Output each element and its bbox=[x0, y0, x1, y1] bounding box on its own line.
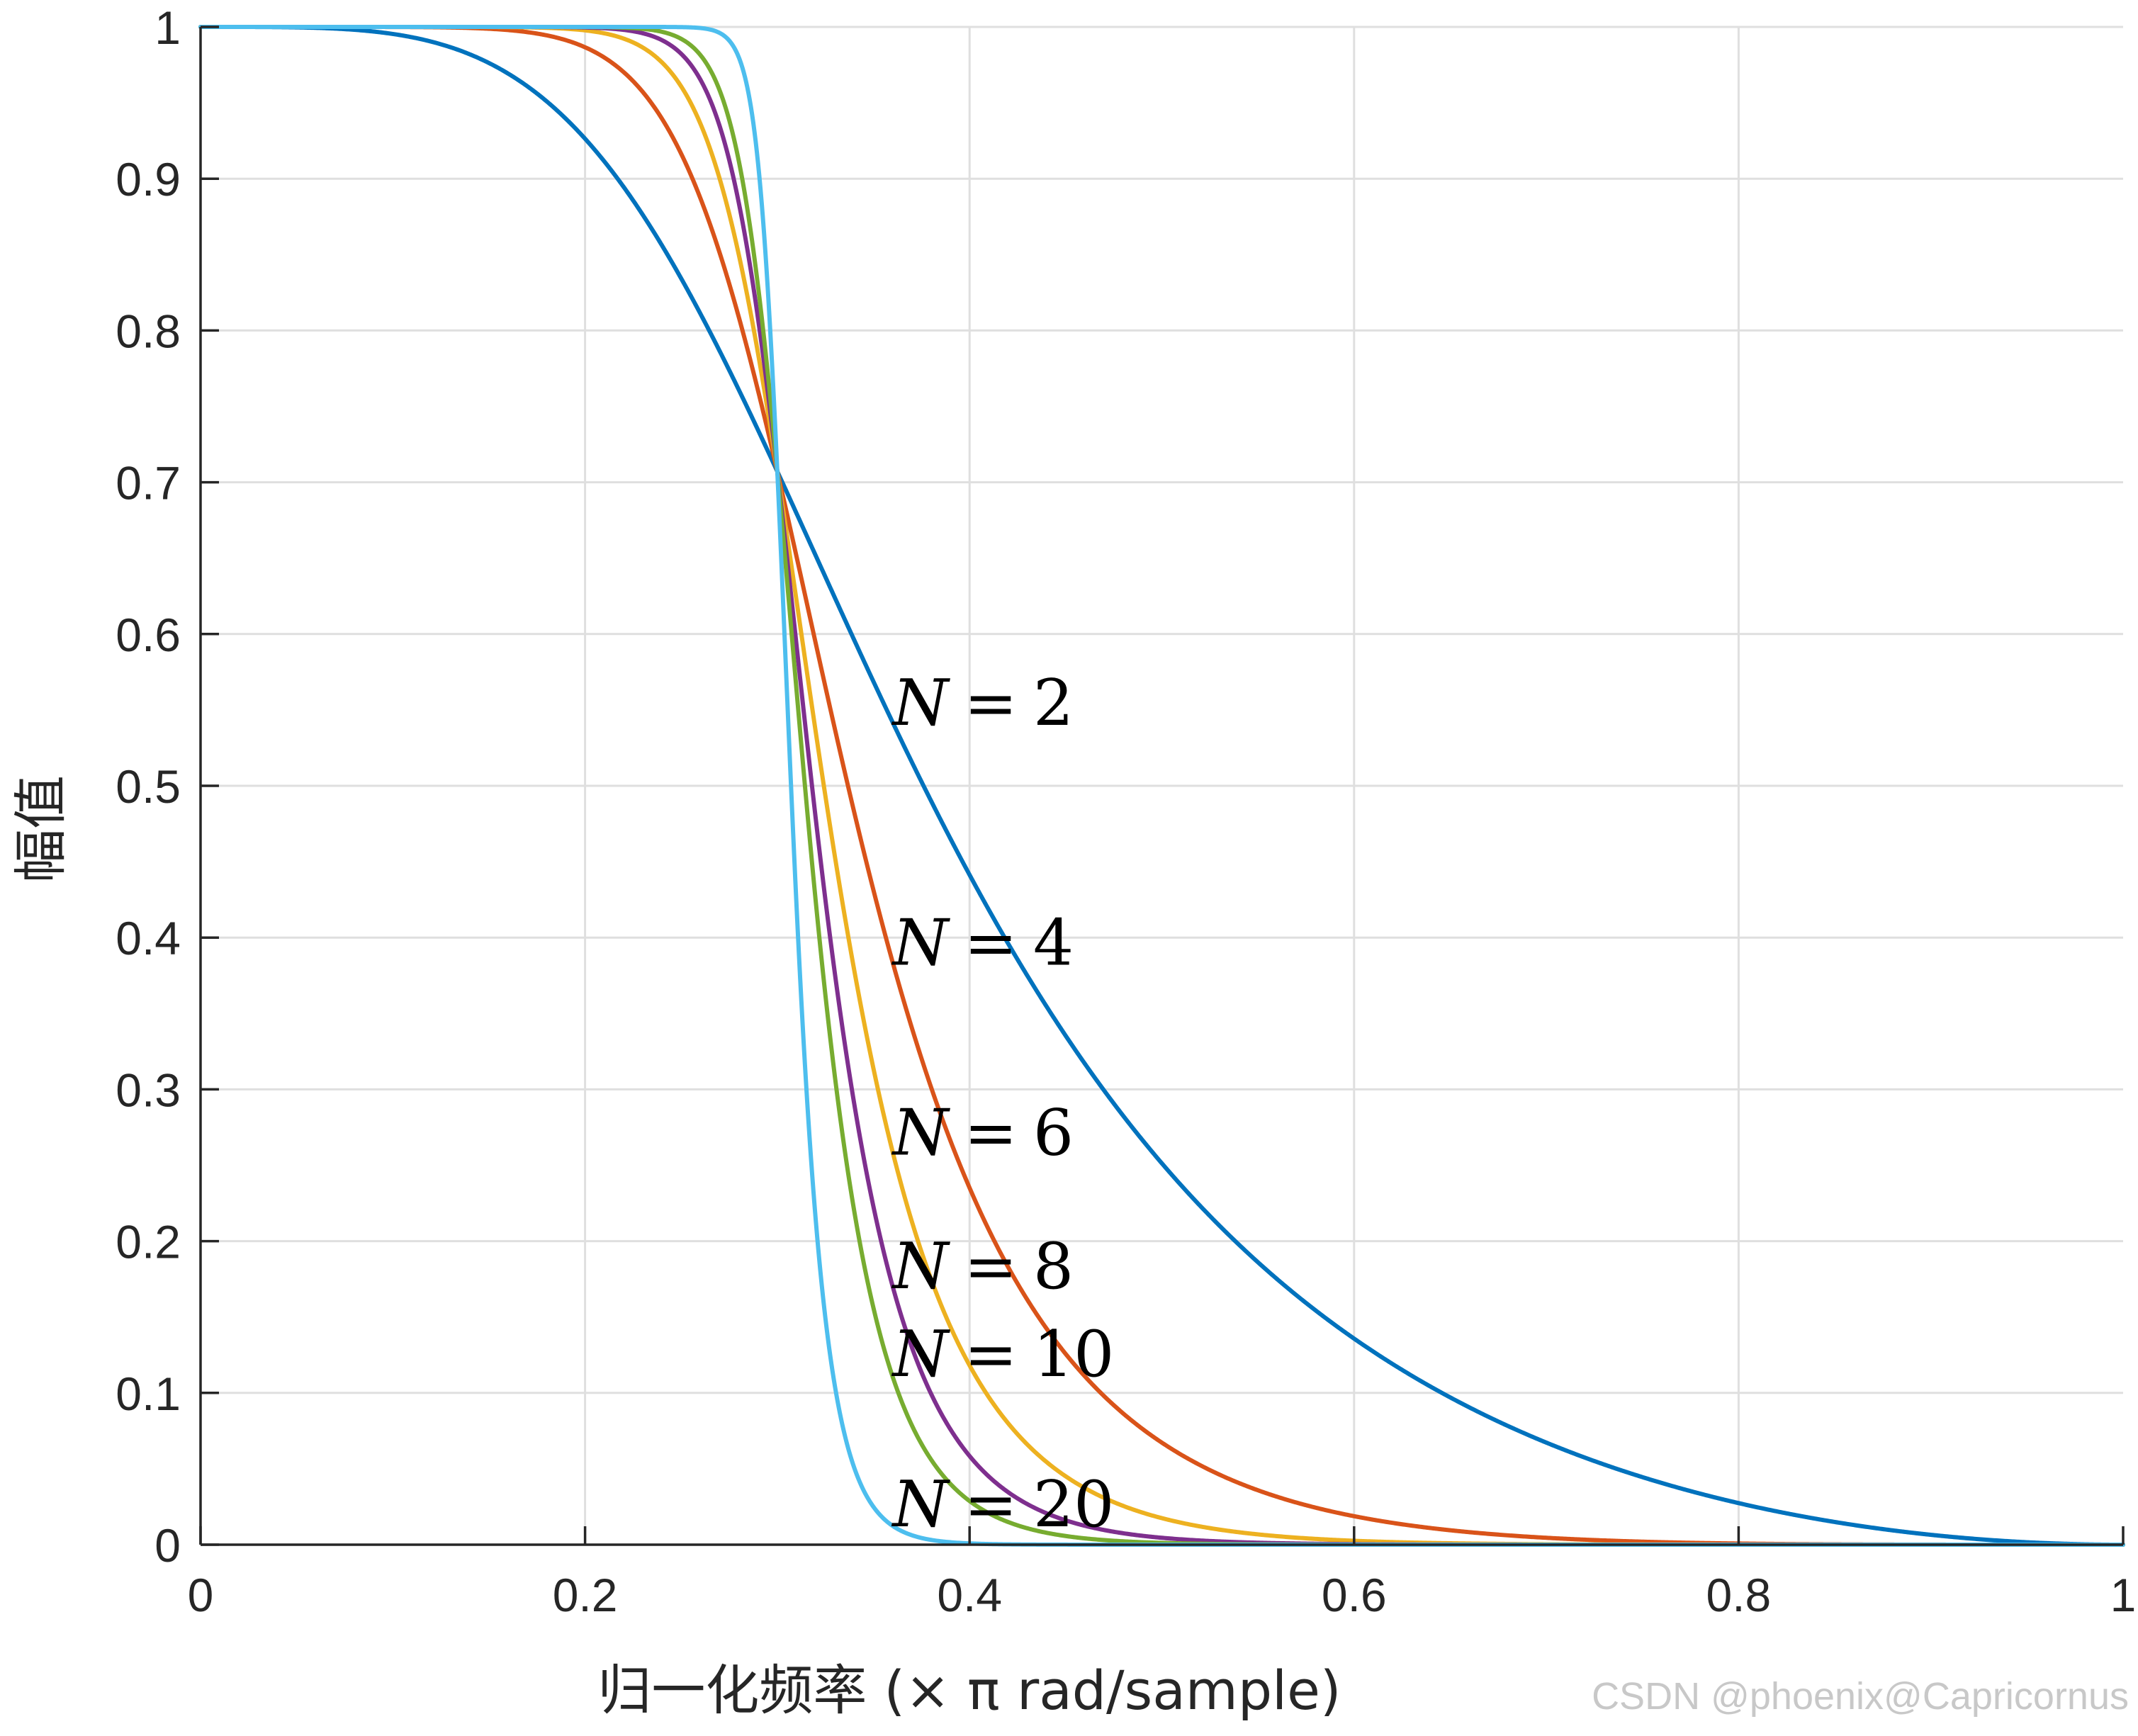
x-tick-label: 0 bbox=[188, 1569, 214, 1621]
y-axis-label: 幅值 bbox=[9, 775, 72, 883]
x-tick-label: 0.4 bbox=[937, 1569, 1002, 1621]
y-tick-label: 0.3 bbox=[116, 1064, 181, 1116]
y-tick-label: 0 bbox=[154, 1519, 181, 1572]
annotations: N = 2 N = 4 N = 6 N = 8 N = 10 N = 20 bbox=[891, 666, 1115, 1542]
y-tick-label: 1 bbox=[154, 1, 181, 54]
x-tick-label: 1 bbox=[2110, 1569, 2137, 1621]
annotation-n-20: N = 20 bbox=[891, 1467, 1115, 1542]
y-tick-label: 0.9 bbox=[116, 153, 181, 205]
y-tick-label: 0.7 bbox=[116, 457, 181, 509]
grid bbox=[201, 26, 2123, 1545]
annotation-n-6: N = 6 bbox=[891, 1095, 1074, 1170]
series-line-n-2 bbox=[198, 25, 2125, 1547]
y-tick-label: 0.2 bbox=[116, 1216, 181, 1268]
axes: 0 0.2 0.4 0.6 0.8 1 0 0.1 0.2 0.3 0.4 0.5 0.6 0.7 0.8 0… bbox=[116, 1, 2136, 1621]
x-tick-label: 0.2 bbox=[553, 1569, 618, 1621]
y-tick-label: 0.1 bbox=[116, 1368, 181, 1420]
x-axis-label: 归一化频率 (× π rad/sample) bbox=[597, 1659, 1341, 1722]
y-tick-label: 0.4 bbox=[116, 912, 181, 964]
y-tick-label: 0.8 bbox=[116, 305, 181, 357]
watermark: CSDN @phoenix@Capricornus bbox=[1592, 1675, 2129, 1718]
annotation-n-2: N = 2 bbox=[891, 666, 1074, 740]
annotation-n-8: N = 8 bbox=[891, 1229, 1074, 1304]
annotation-n-4: N = 4 bbox=[891, 906, 1074, 981]
y-tick-label: 0.5 bbox=[116, 760, 181, 813]
annotation-n-10: N = 10 bbox=[891, 1317, 1115, 1392]
y-tick-label: 0.6 bbox=[116, 609, 181, 661]
x-tick-label: 0.6 bbox=[1322, 1569, 1387, 1621]
x-tick-label: 0.8 bbox=[1706, 1569, 1772, 1621]
